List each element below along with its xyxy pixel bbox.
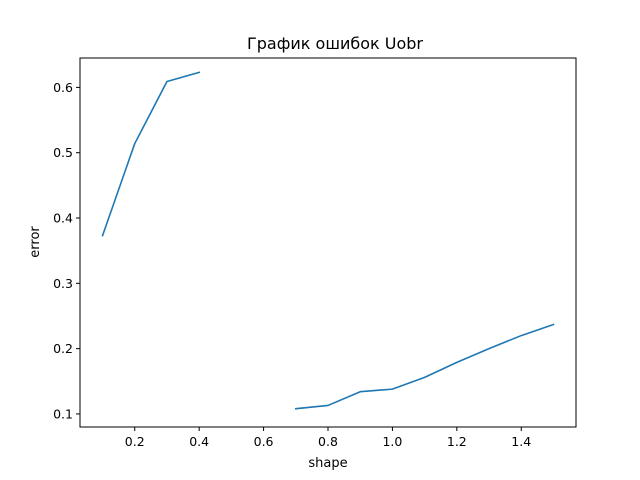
x-tick-label: 0.8 <box>318 434 338 449</box>
x-tick-label: 0.4 <box>189 434 209 449</box>
y-tick-label: 0.5 <box>53 145 73 160</box>
chart-title: График ошибок Uobr <box>247 34 423 53</box>
x-tick-label: 1.0 <box>382 434 402 449</box>
x-tick-label: 1.2 <box>447 434 467 449</box>
y-tick-label: 0.6 <box>53 80 73 95</box>
series-line <box>101 71 555 410</box>
y-axis-ticks: 0.1 0.2 0.3 0.4 0.5 0.6 <box>53 80 80 421</box>
y-tick-label: 0.4 <box>53 211 73 226</box>
y-axis-label: error <box>28 226 43 258</box>
x-axis-label: shape <box>308 456 347 471</box>
x-tick-label: 1.4 <box>511 434 531 449</box>
y-tick-label: 0.2 <box>53 341 73 356</box>
x-axis-ticks: 0.2 0.4 0.6 0.8 1.0 1.2 1.4 <box>125 427 531 449</box>
x-tick-label: 0.2 <box>125 434 145 449</box>
y-tick-label: 0.1 <box>53 406 73 421</box>
axes-frame <box>79 57 577 428</box>
plot-area <box>101 71 555 410</box>
y-tick-label: 0.3 <box>53 276 73 291</box>
x-tick-label: 0.6 <box>254 434 274 449</box>
